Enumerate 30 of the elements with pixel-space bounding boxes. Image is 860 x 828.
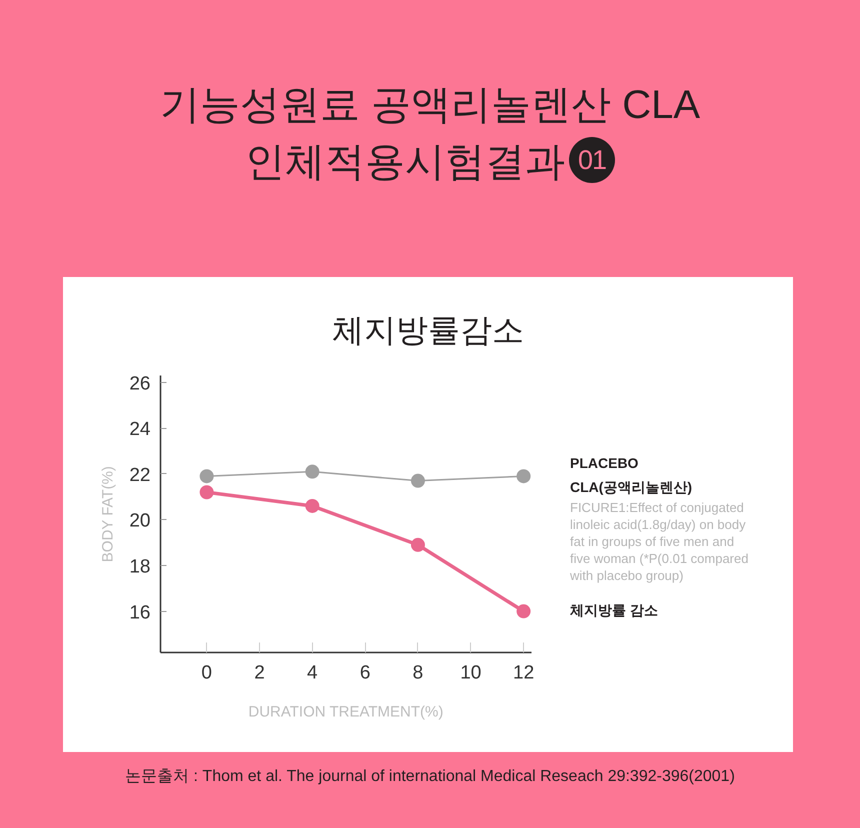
text: PLACEBO: [570, 454, 640, 473]
y-tick-label: 24: [129, 419, 151, 440]
y-tick-label: 22: [129, 464, 151, 486]
text: FICURE1:Effect of conjugated linoleic acid(1.8g/day) on body fat in groups of five men and five woman (*P(0.01 compared with placebo group): [570, 499, 748, 584]
x-tick-label: 4: [307, 662, 318, 684]
point: [200, 485, 214, 500]
x-tick-label: 6: [360, 662, 370, 684]
point: [516, 604, 531, 618]
chart-subtitle: 체지방률감소: [331, 311, 525, 350]
text: 논문출처 : Thom et al. The journal of international Medical Reseach 29:392-396(2001): [124, 767, 736, 787]
text: 01: [569, 137, 615, 184]
point: [305, 499, 320, 513]
y-tick-label: 20: [129, 510, 151, 532]
point: [200, 469, 214, 484]
x-tick-label: 10: [460, 662, 482, 684]
text: 체지방률 감소: [570, 601, 659, 620]
y-axis-title: BODY FAT(%): [99, 466, 116, 562]
point: [516, 469, 531, 484]
x-axis-title: DURATION TREATMENT(%): [248, 704, 444, 720]
y-tick-label: 26: [129, 373, 151, 394]
x-tick-label: 12: [513, 662, 534, 684]
point: [305, 464, 320, 479]
y-tick-label: 16: [129, 602, 151, 624]
text: CLA(공액리놀렌산): [570, 478, 694, 497]
point: [410, 474, 425, 488]
x-tick-label: 2: [254, 662, 265, 684]
x-tick-label: 8: [412, 662, 424, 684]
x-tick-label: 0: [201, 662, 212, 684]
y-tick-label: 18: [129, 556, 151, 578]
point: [410, 538, 425, 552]
